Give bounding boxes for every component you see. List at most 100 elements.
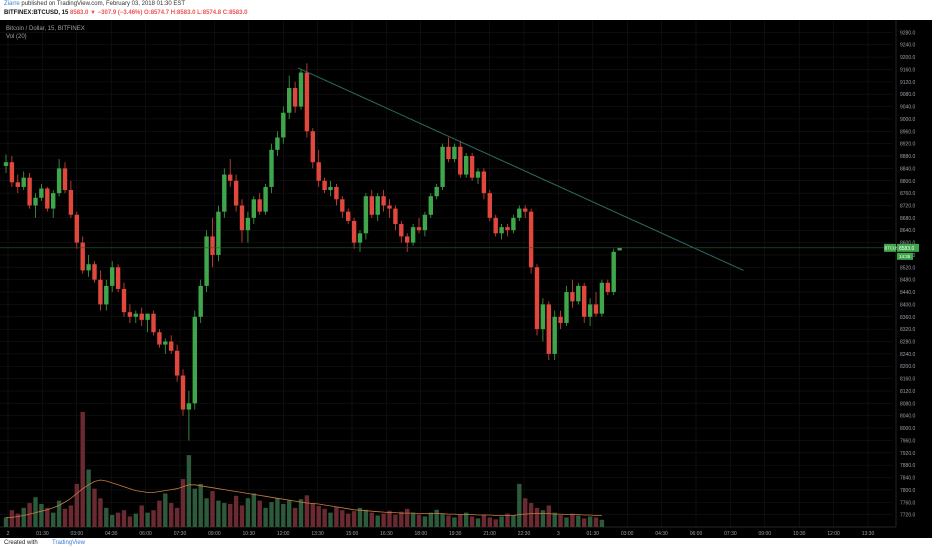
y-tick-label: 9240.0	[900, 43, 916, 49]
x-tick-label: 13:30	[311, 531, 324, 537]
candle-body	[27, 177, 32, 206]
volume-bar	[39, 504, 44, 527]
volume-bar	[98, 498, 103, 527]
candle-body	[328, 186, 333, 191]
plot-background	[0, 20, 932, 538]
candle-body	[127, 312, 133, 317]
candle-body	[340, 199, 345, 212]
x-tick-label: 22:30	[518, 531, 531, 537]
volume-bar	[399, 511, 404, 527]
volume-bar	[599, 519, 605, 527]
candle-body	[452, 146, 457, 160]
candle-body	[157, 332, 162, 345]
x-tick-label: 15:00	[346, 531, 359, 537]
volume-bar	[121, 510, 127, 527]
candle-body	[322, 180, 327, 191]
legend-indicator[interactable]: Vol (20)	[6, 34, 27, 40]
volume-bar	[210, 491, 215, 527]
y-tick-label: 8920.0	[900, 142, 916, 148]
volume-bar	[80, 412, 85, 527]
y-tick-label: 8760.0	[900, 191, 916, 197]
candle-body	[393, 208, 398, 225]
volume-bar	[475, 518, 481, 527]
y-tick-label: 7760.0	[900, 500, 916, 506]
author-link[interactable]: Ziarre	[4, 1, 20, 7]
candle-body	[98, 279, 103, 305]
candle-body	[528, 211, 534, 268]
candle-body	[316, 162, 321, 181]
volume-bar	[416, 514, 422, 527]
volume-bar	[322, 508, 327, 527]
candle-body	[3, 162, 9, 166]
volume-bar	[3, 517, 9, 527]
chart-area[interactable]: 9280.0 9240.0 9200.0 9160.0 9120.0 9080.0 9040…	[0, 20, 932, 538]
y-tick-label: 9280.0	[900, 30, 916, 36]
volume-bar	[593, 517, 599, 527]
y-tick-label: 8840.0	[900, 166, 916, 172]
candle-body	[210, 236, 215, 255]
x-tick-label: 03:00	[71, 531, 84, 537]
volume-bar	[233, 495, 239, 527]
y-tick-label: 7840.0	[900, 476, 916, 482]
last-price-tag: 8583.0	[899, 246, 915, 252]
candle-body	[245, 217, 251, 231]
candle-body	[587, 304, 593, 317]
publish-header: Ziarre published on TradingView.com, Feb…	[0, 0, 932, 20]
candle-body	[534, 267, 540, 330]
candle-body	[540, 304, 546, 330]
candle-body	[151, 313, 156, 333]
y-tick-label: 8120.0	[900, 389, 916, 395]
volume-bar	[546, 505, 551, 527]
candle-body	[33, 197, 38, 206]
x-tick-label: 19:30	[449, 531, 462, 537]
candle-body	[39, 188, 44, 198]
volume-bar	[139, 505, 144, 527]
volume-bar	[115, 512, 121, 527]
candle-body	[222, 174, 227, 212]
candle-body	[9, 162, 15, 183]
volume-bar	[493, 519, 498, 527]
candle-body	[363, 196, 369, 234]
candle-body	[115, 267, 121, 289]
y-tick-label: 8240.0	[900, 352, 916, 358]
volume-bar	[74, 483, 79, 527]
candle-body	[375, 196, 380, 215]
volume-bar	[68, 505, 74, 527]
price-chart[interactable]: 9280.0 9240.0 9200.0 9160.0 9120.0 9080.0 9040…	[0, 20, 932, 538]
x-tick-label: 07:30	[724, 531, 737, 537]
volume-bar	[157, 500, 162, 527]
candle-body	[434, 186, 439, 197]
candle-body	[399, 224, 404, 237]
volume-bar	[169, 503, 174, 527]
y-tick-label: 9080.0	[900, 92, 916, 98]
candle-body	[139, 313, 144, 320]
volume-bar	[216, 500, 221, 527]
volume-bar	[257, 500, 262, 527]
x-tick-label: 10:30	[793, 531, 806, 537]
volume-bar	[239, 505, 245, 527]
volume-bar	[422, 516, 428, 527]
candle-body	[133, 313, 138, 317]
volume-bar	[440, 513, 445, 527]
y-tick-label: 8880.0	[900, 154, 916, 160]
candle-body	[422, 214, 428, 231]
candle-body	[186, 403, 192, 410]
volume-bar	[21, 507, 26, 527]
candle-body	[405, 236, 410, 243]
volume-bar	[587, 516, 593, 527]
candle-body	[511, 217, 516, 231]
x-tick-label: 2	[7, 531, 10, 537]
candle-body	[428, 196, 433, 215]
symbol-line: BITFINEX:BTCUSD, 15	[4, 10, 69, 16]
y-tick-label: 9000.0	[900, 117, 916, 123]
candle-body	[576, 285, 581, 302]
candle-body	[110, 267, 115, 286]
candle-body	[599, 282, 605, 314]
tradingview-logo[interactable]: TradingView	[52, 540, 86, 546]
candle-body	[263, 186, 268, 212]
y-tick-label: 8640.0	[900, 228, 916, 234]
y-tick-label: 8440.0	[900, 290, 916, 296]
volume-bar	[387, 510, 392, 527]
y-tick-label: 7800.0	[900, 488, 916, 494]
volume-bar	[263, 507, 268, 527]
